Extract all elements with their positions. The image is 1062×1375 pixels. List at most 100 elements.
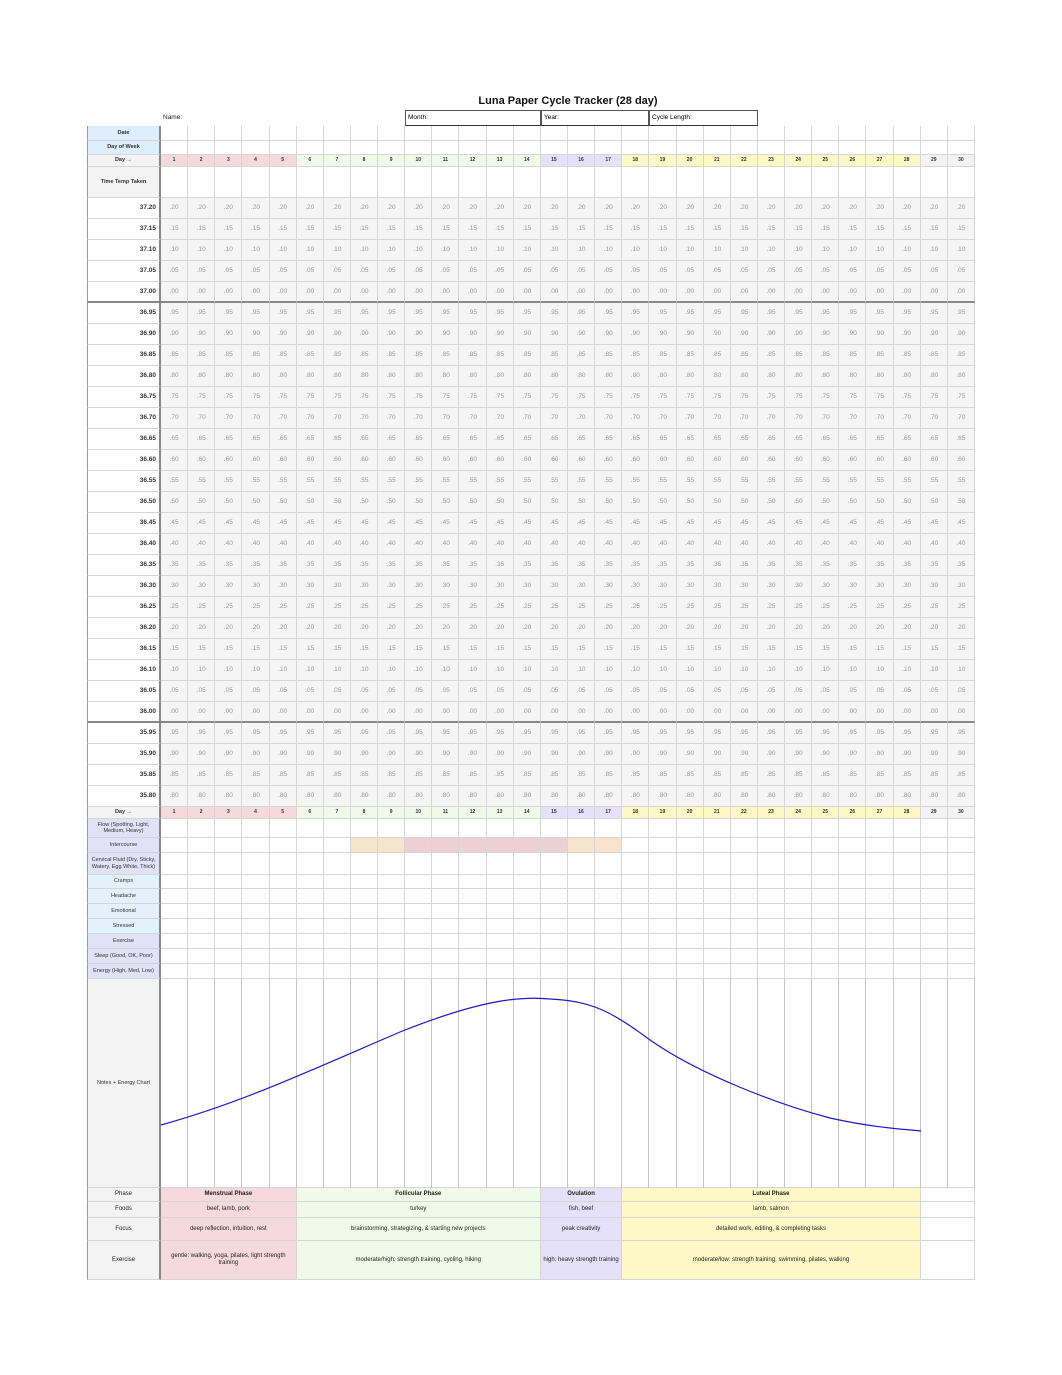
time-temp-cell[interactable] [269, 167, 297, 198]
temperature-cell[interactable]: .40 [459, 534, 487, 555]
temperature-cell[interactable]: .70 [405, 408, 433, 429]
tracking-cell[interactable] [540, 838, 568, 853]
temperature-cell[interactable]: .80 [296, 786, 324, 807]
tracking-cell[interactable] [676, 819, 704, 838]
tracking-cell[interactable] [323, 889, 351, 904]
temperature-cell[interactable]: .20 [350, 618, 379, 639]
temperature-cell[interactable]: .80 [595, 366, 623, 387]
tracking-cell[interactable] [215, 964, 243, 979]
temperature-cell[interactable]: .90 [242, 324, 270, 345]
tracking-cell[interactable] [920, 889, 948, 904]
tracking-cell[interactable] [486, 889, 514, 904]
notes-cell[interactable] [812, 979, 840, 1188]
tracking-cell[interactable] [757, 875, 786, 889]
temperature-cell[interactable]: .20 [323, 198, 351, 219]
temperature-cell[interactable]: .25 [486, 597, 514, 618]
tracking-cell[interactable] [350, 919, 379, 934]
temperature-cell[interactable]: .20 [649, 198, 677, 219]
temperature-cell[interactable]: .15 [757, 639, 786, 660]
tracking-cell[interactable] [350, 838, 379, 853]
temperature-cell[interactable]: .90 [730, 324, 758, 345]
tracking-cell[interactable] [757, 919, 786, 934]
notes-cell[interactable] [486, 979, 514, 1188]
temperature-cell[interactable]: .95 [215, 303, 243, 324]
temperature-cell[interactable]: .55 [378, 471, 406, 492]
temperature-cell[interactable]: .70 [622, 408, 650, 429]
day-of-week-cell[interactable] [161, 141, 189, 155]
date-cell[interactable] [785, 126, 813, 141]
temperature-cell[interactable]: .20 [405, 198, 433, 219]
temperature-cell[interactable]: .20 [703, 198, 731, 219]
tracking-cell[interactable] [893, 964, 921, 979]
temperature-cell[interactable]: .70 [459, 408, 487, 429]
tracking-cell[interactable] [161, 819, 189, 838]
temperature-cell[interactable]: .20 [378, 198, 406, 219]
temperature-cell[interactable]: .85 [378, 345, 406, 366]
notes-cell[interactable] [405, 979, 433, 1188]
temperature-cell[interactable]: .10 [622, 660, 650, 681]
temperature-cell[interactable]: .05 [676, 261, 704, 282]
temperature-cell[interactable]: .50 [269, 492, 297, 513]
temperature-cell[interactable]: .90 [540, 744, 568, 765]
temperature-cell[interactable]: .30 [622, 576, 650, 597]
temperature-cell[interactable]: .05 [513, 681, 541, 702]
notes-cell[interactable] [785, 979, 813, 1188]
temperature-cell[interactable]: .65 [486, 429, 514, 450]
tracking-cell[interactable] [513, 919, 541, 934]
temperature-cell[interactable]: .60 [947, 450, 975, 471]
temperature-cell[interactable]: .10 [676, 660, 704, 681]
temperature-cell[interactable]: .95 [486, 723, 514, 744]
temperature-cell[interactable]: .70 [296, 408, 324, 429]
temperature-cell[interactable]: .45 [513, 513, 541, 534]
day-of-week-cell[interactable] [242, 141, 270, 155]
temperature-cell[interactable]: .45 [866, 513, 894, 534]
temperature-cell[interactable]: .95 [622, 723, 650, 744]
temperature-cell[interactable]: .55 [839, 471, 867, 492]
temperature-cell[interactable]: .95 [567, 303, 596, 324]
date-cell[interactable] [730, 126, 758, 141]
temperature-cell[interactable]: .90 [622, 744, 650, 765]
temperature-cell[interactable]: .40 [649, 534, 677, 555]
temperature-cell[interactable]: .15 [622, 639, 650, 660]
time-temp-cell[interactable] [595, 167, 623, 198]
temperature-cell[interactable]: .15 [405, 219, 433, 240]
temperature-cell[interactable]: .50 [378, 492, 406, 513]
temperature-cell[interactable]: .15 [893, 219, 921, 240]
tracking-cell[interactable] [513, 949, 541, 964]
temperature-cell[interactable]: .00 [730, 282, 758, 303]
temperature-cell[interactable]: .10 [595, 240, 623, 261]
temperature-cell[interactable]: .90 [757, 324, 786, 345]
temperature-cell[interactable]: .60 [785, 450, 813, 471]
temperature-cell[interactable]: .45 [703, 513, 731, 534]
tracking-cell[interactable] [188, 819, 216, 838]
temperature-cell[interactable]: .15 [730, 639, 758, 660]
temperature-cell[interactable]: .35 [893, 555, 921, 576]
temperature-cell[interactable]: .75 [350, 387, 379, 408]
tracking-cell[interactable] [269, 875, 297, 889]
temperature-cell[interactable]: .10 [893, 240, 921, 261]
temperature-cell[interactable]: .10 [323, 240, 351, 261]
temperature-cell[interactable]: .80 [730, 786, 758, 807]
temperature-cell[interactable]: .80 [920, 366, 948, 387]
temperature-cell[interactable]: .20 [161, 198, 189, 219]
tracking-cell[interactable] [866, 919, 894, 934]
tracking-cell[interactable] [161, 875, 189, 889]
tracking-cell[interactable] [839, 875, 867, 889]
temperature-cell[interactable]: .00 [676, 282, 704, 303]
temperature-cell[interactable]: .80 [893, 366, 921, 387]
temperature-cell[interactable]: .10 [296, 660, 324, 681]
tracking-cell[interactable] [513, 904, 541, 919]
temperature-cell[interactable]: .45 [567, 513, 596, 534]
temperature-cell[interactable]: .85 [540, 345, 568, 366]
temperature-cell[interactable]: .45 [595, 513, 623, 534]
temperature-cell[interactable]: .95 [893, 303, 921, 324]
tracking-cell[interactable] [405, 889, 433, 904]
temperature-cell[interactable]: .95 [866, 303, 894, 324]
temperature-cell[interactable]: .25 [676, 597, 704, 618]
temperature-cell[interactable]: .40 [893, 534, 921, 555]
day-of-week-cell[interactable] [622, 141, 650, 155]
temperature-cell[interactable]: .20 [785, 198, 813, 219]
temperature-cell[interactable]: .10 [649, 660, 677, 681]
notes-cell[interactable] [432, 979, 460, 1188]
temperature-cell[interactable]: .00 [649, 282, 677, 303]
